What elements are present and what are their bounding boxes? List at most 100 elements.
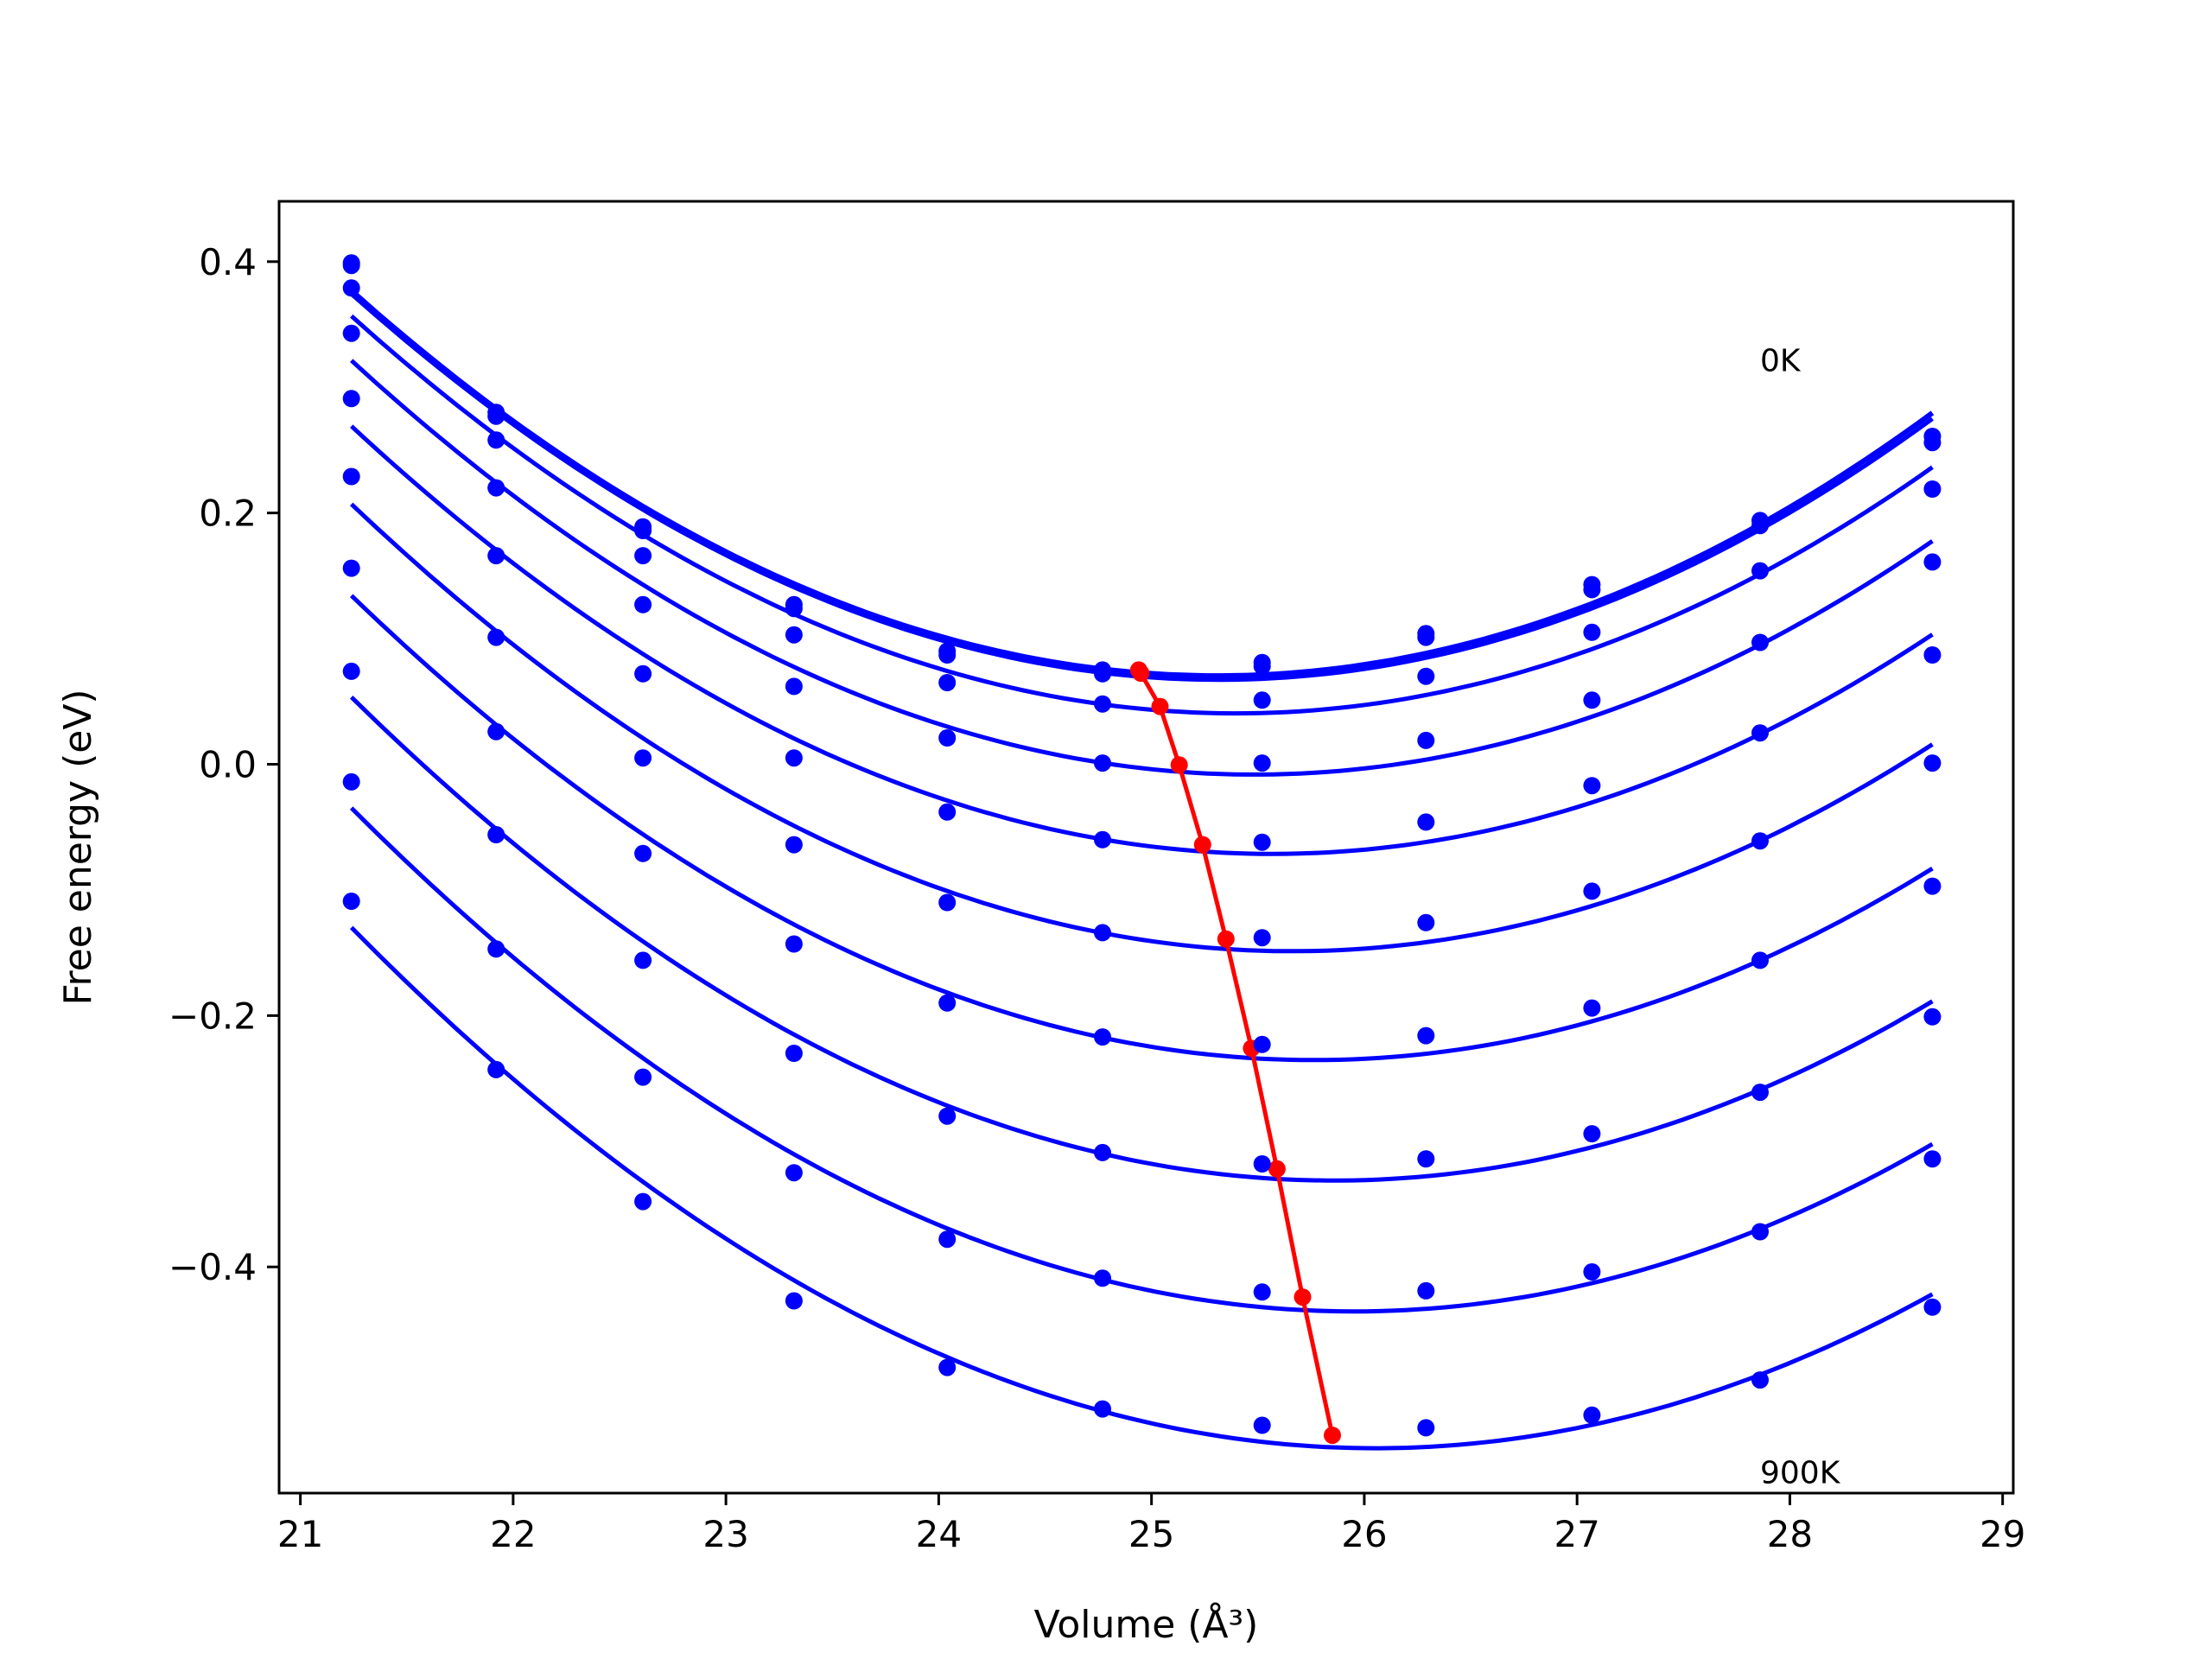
data-point: [634, 1192, 652, 1211]
data-point: [634, 844, 652, 862]
y-tick-label: 0.0: [199, 744, 257, 786]
data-point: [1751, 1223, 1769, 1241]
data-point: [785, 626, 803, 644]
x-tick-label: 24: [916, 1513, 962, 1555]
data-point: [342, 257, 360, 275]
x-tick-label: 23: [702, 1513, 748, 1555]
minimum-point: [1217, 930, 1235, 948]
data-point: [342, 662, 360, 680]
data-point: [1923, 754, 1942, 772]
data-point: [785, 749, 803, 767]
data-point: [1253, 929, 1271, 947]
data-point: [634, 664, 652, 683]
plot-frame: [277, 200, 2015, 1495]
data-point: [1094, 1400, 1111, 1418]
data-point: [1923, 1007, 1942, 1026]
data-point: [342, 559, 360, 577]
data-point: [1751, 832, 1769, 850]
data-point: [1253, 833, 1271, 851]
data-point: [1417, 628, 1435, 646]
data-point: [1094, 1143, 1111, 1161]
data-point: [938, 729, 957, 747]
data-point: [1923, 646, 1942, 664]
minimum-line: [1129, 661, 1341, 1445]
fit-curve-4: [350, 424, 1934, 856]
data-point: [634, 547, 652, 565]
data-point: [1417, 1281, 1435, 1300]
data-point: [634, 749, 652, 767]
data-point: [1417, 813, 1435, 831]
data-point: [785, 677, 803, 696]
data-point: [487, 628, 505, 646]
data-point: [1583, 1125, 1601, 1143]
data-point: [1417, 1150, 1435, 1168]
x-tick-label: 29: [1980, 1513, 2025, 1555]
data-point: [342, 324, 360, 342]
data-point: [1583, 623, 1601, 641]
data-point: [785, 1045, 803, 1062]
data-point: [1094, 754, 1111, 772]
data-point: [938, 994, 957, 1012]
data-point: [938, 803, 957, 821]
data-point: [938, 674, 957, 691]
data-point: [1923, 480, 1942, 498]
data-point: [1094, 1269, 1111, 1287]
data-point: [634, 595, 652, 613]
data-point: [487, 826, 505, 843]
data-point: [1094, 664, 1111, 683]
data-point: [1923, 1150, 1942, 1168]
data-point: [1417, 667, 1435, 685]
data-point: [1583, 691, 1601, 709]
data-point: [1417, 1027, 1435, 1045]
x-tick-label: 27: [1554, 1513, 1599, 1555]
data-point: [487, 479, 505, 497]
data-point: [342, 772, 360, 791]
data-point: [1583, 581, 1601, 599]
data-point: [487, 547, 505, 565]
data-point: [487, 431, 505, 449]
annotation-0k: 0K: [1760, 343, 1802, 378]
minimum-point: [1324, 1427, 1341, 1445]
minimum-point: [1294, 1288, 1312, 1306]
fit-curve-9: [349, 925, 1934, 1451]
data-point: [1094, 924, 1111, 942]
annotation-900k: 900K: [1760, 1455, 1841, 1491]
x-tick-label: 25: [1128, 1513, 1174, 1555]
x-axis-ticks: 21 22 23 24 25 26 27 28 29: [277, 1493, 2025, 1555]
data-point: [785, 1164, 803, 1182]
data-point: [785, 935, 803, 953]
data-points: [342, 254, 1942, 1437]
minimum-point: [1151, 697, 1169, 715]
data-point: [1417, 913, 1435, 931]
data-point: [1253, 1035, 1271, 1053]
fit-curve-8: [349, 806, 1934, 1314]
data-point: [1253, 691, 1271, 709]
data-point: [1923, 434, 1942, 452]
data-point: [1583, 999, 1601, 1017]
data-point: [342, 893, 360, 910]
data-point: [1751, 633, 1769, 652]
data-point: [634, 522, 652, 539]
data-point: [487, 407, 505, 425]
data-point: [938, 893, 957, 912]
fit-curve-6: [349, 594, 1934, 1063]
data-point: [1923, 553, 1942, 571]
data-point: [634, 1068, 652, 1086]
minimum-point: [1193, 836, 1211, 854]
fit-curve-7: [349, 696, 1934, 1183]
minimum-point: [1132, 664, 1150, 683]
data-point: [487, 940, 505, 958]
fit-curve-3: [350, 359, 1934, 777]
fit-curve-2: [350, 314, 1934, 716]
data-point: [1417, 1419, 1435, 1437]
data-point: [1751, 1371, 1769, 1389]
data-point: [938, 1358, 957, 1376]
data-point: [342, 467, 360, 486]
minimum-line-path: [1136, 669, 1335, 1436]
y-tick-label: 0.2: [199, 493, 257, 535]
y-tick-label: −0.2: [168, 995, 257, 1037]
data-point: [1094, 695, 1111, 713]
x-tick-label: 22: [490, 1513, 536, 1555]
data-point: [1923, 877, 1942, 895]
